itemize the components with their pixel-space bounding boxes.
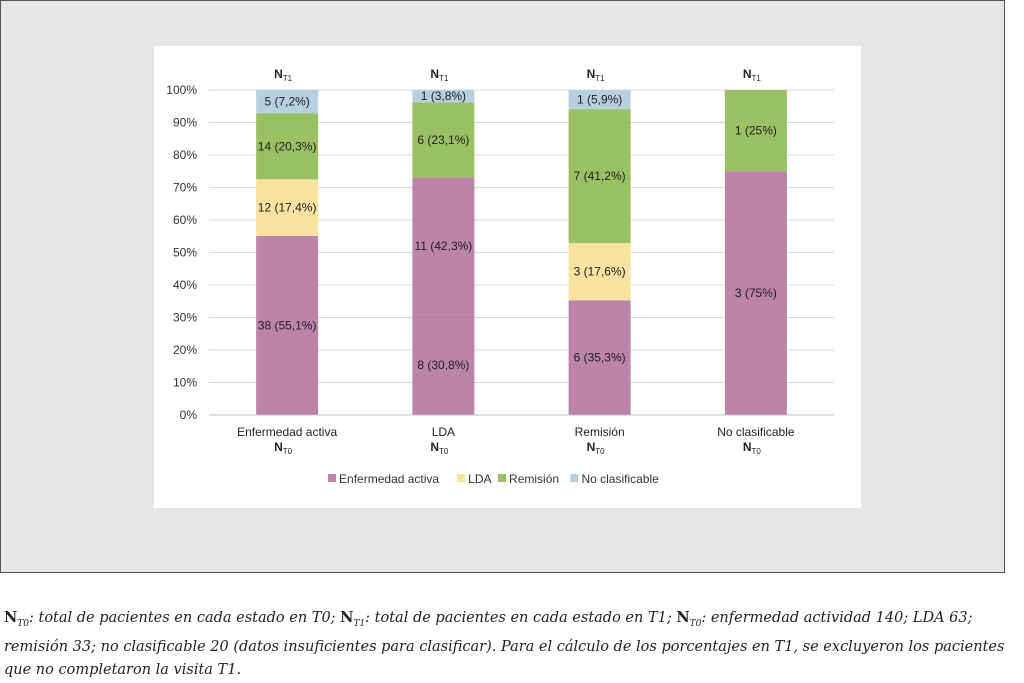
top-n-label: NT1 bbox=[587, 67, 606, 83]
data-label: 8 (30,8%) bbox=[417, 358, 469, 372]
bar-segment bbox=[568, 300, 631, 415]
y-tick-label: 20% bbox=[173, 343, 197, 357]
bar-segment bbox=[256, 179, 319, 236]
bar-segment bbox=[256, 113, 319, 180]
caption-text: : total de pacientes en cada estado en T… bbox=[29, 610, 341, 626]
data-label: 11 (42,3%) bbox=[414, 239, 472, 253]
legend-label: LDA bbox=[468, 472, 491, 486]
category-n-label: NT0 bbox=[743, 440, 762, 456]
legend-swatch bbox=[570, 474, 579, 482]
x-tick-label: Remisión bbox=[575, 425, 625, 439]
category-n-label: NT0 bbox=[274, 440, 293, 456]
y-tick-label: 40% bbox=[173, 278, 197, 292]
top-n-label: NT1 bbox=[274, 67, 293, 83]
y-tick-label: 90% bbox=[173, 116, 197, 130]
data-label: 5 (7,2%) bbox=[264, 95, 309, 109]
data-label: 14 (20,3%) bbox=[258, 139, 317, 153]
legend-label: No clasificable bbox=[581, 472, 659, 486]
y-tick-label: 70% bbox=[173, 181, 197, 195]
data-label: 7 (41,2%) bbox=[574, 169, 626, 183]
bar-segment bbox=[412, 314, 475, 415]
top-n-label: NT1 bbox=[743, 67, 762, 83]
bar-segment bbox=[256, 90, 319, 114]
bar-segment bbox=[412, 90, 475, 103]
data-label: 1 (25%) bbox=[735, 124, 777, 138]
caption-n: N bbox=[340, 609, 354, 626]
bar-segment bbox=[568, 90, 631, 110]
y-tick-label: 30% bbox=[173, 311, 197, 325]
caption-sub: T0 bbox=[17, 618, 29, 629]
y-tick-label: 60% bbox=[173, 213, 197, 227]
legend-label: Remisión bbox=[509, 472, 559, 486]
figure-frame: 0% 10% 20% 30% 40% 50% 60% 70% 80% 90% 100% 38 (55,… bbox=[0, 0, 1005, 573]
data-label: 6 (23,1%) bbox=[417, 133, 469, 147]
bar-segment bbox=[412, 177, 475, 315]
y-tick-label: 0% bbox=[180, 408, 198, 422]
top-n-label: NT1 bbox=[430, 67, 449, 83]
x-tick-label: Enfermedad activa bbox=[237, 425, 337, 439]
legend-swatch bbox=[328, 474, 337, 482]
category-n-label: NT0 bbox=[587, 440, 606, 456]
y-tick-label: 100% bbox=[166, 83, 197, 97]
figure-caption: NT0: total de pacientes en cada estado e… bbox=[4, 606, 1014, 682]
caption-n: N bbox=[4, 609, 18, 626]
data-label: 3 (75%) bbox=[735, 286, 777, 300]
caption-sub: T1 bbox=[353, 618, 366, 629]
x-tick-label: No clasificable bbox=[717, 425, 795, 439]
chart-panel: 0% 10% 20% 30% 40% 50% 60% 70% 80% 90% 100% 38 (55,… bbox=[154, 46, 861, 508]
bar-segment bbox=[568, 109, 631, 244]
data-label: 1 (5,9%) bbox=[577, 93, 622, 107]
legend-swatch bbox=[457, 474, 466, 482]
caption-text: : total de pacientes en cada estado en T… bbox=[365, 610, 677, 626]
data-label: 38 (55,1%) bbox=[258, 318, 317, 332]
caption-text: : enfermedad actividad 140; LDA 63; remi… bbox=[4, 610, 1005, 678]
bar-segment bbox=[412, 102, 475, 178]
data-label: 1 (3,8%) bbox=[421, 89, 466, 103]
y-tick-label: 80% bbox=[173, 148, 197, 162]
data-label: 6 (35,3%) bbox=[574, 351, 626, 365]
caption-sub: T0 bbox=[689, 618, 702, 629]
category-n-label: NT0 bbox=[430, 440, 449, 456]
data-label: 3 (17,6%) bbox=[574, 265, 626, 279]
bar-segment bbox=[568, 243, 631, 301]
x-tick-label: LDA bbox=[432, 425, 455, 439]
legend-swatch bbox=[498, 474, 507, 482]
data-label: 12 (17,4%) bbox=[258, 201, 317, 215]
y-tick-label: 50% bbox=[173, 246, 197, 260]
bar-segment bbox=[724, 90, 787, 172]
legend-label: Enfermedad activa bbox=[339, 472, 439, 486]
bar-segment bbox=[256, 235, 319, 415]
stacked-bar-chart: 0% 10% 20% 30% 40% 50% 60% 70% 80% 90% 100% 38 (55,… bbox=[166, 67, 834, 486]
y-tick-label: 10% bbox=[173, 376, 197, 390]
caption-n: N bbox=[676, 609, 690, 626]
bar-segment bbox=[724, 171, 787, 415]
